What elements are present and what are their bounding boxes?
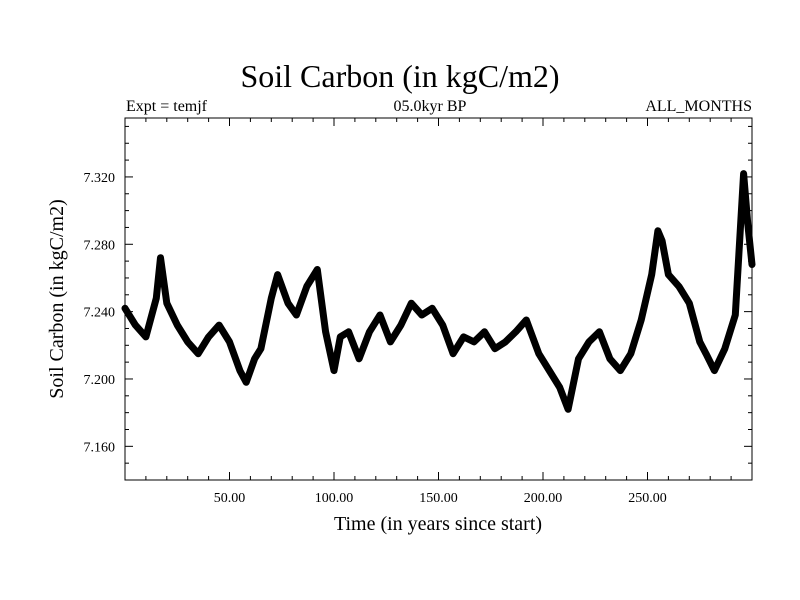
data-point [429,305,436,312]
data-point [331,367,337,374]
data-point [122,305,128,312]
data-point [285,300,291,307]
data-point [153,295,160,302]
data-point [665,271,672,278]
data-point [703,350,709,357]
data-point [142,333,149,340]
data-point [638,317,645,323]
data-point [366,328,373,335]
period-label: 05.0kyr BP [393,98,467,115]
data-point [174,322,181,329]
y-tick-label: 7.280 [84,238,116,253]
data-point [418,312,425,318]
data-point [617,367,624,374]
data-point [711,367,718,374]
chart-title: Soil Carbon (in kgC/m2) [240,58,560,94]
data-point [523,317,530,323]
data-point [512,328,519,335]
data-point [322,328,329,335]
data-point [460,333,467,340]
x-tick-label: 50.00 [214,491,246,506]
y-tick-label: 7.320 [84,171,116,186]
data-point [627,350,634,357]
y-axis-label: Soil Carbon (in kgC/m2) [46,199,68,398]
data-point [744,221,751,228]
data-point [471,338,477,345]
data-point [659,237,666,244]
data-point [132,322,139,329]
data-point [314,266,321,273]
data-point [556,384,563,391]
data-point [251,355,258,362]
data-point [163,300,170,307]
months-label: ALL_MONTHS [645,98,752,115]
x-tick-label: 100.00 [315,491,354,506]
x-tick-label: 200.00 [524,491,563,506]
data-point [268,295,275,302]
experiment-label: Expt = temjf [126,98,208,115]
data-point [257,345,264,352]
data-point [345,328,352,335]
axis-ticks: 50.00 100.00 150.00 200.00 250.00 7.160 7.200 7… [84,118,752,506]
data-point [195,350,202,357]
data-point [337,333,344,340]
x-tick-label: 250.00 [628,491,667,506]
data-point [502,338,509,345]
data-point [491,345,498,352]
y-tick-label: 7.200 [84,373,116,388]
data-point [565,406,572,413]
data-point [439,322,446,329]
data-point [596,328,603,335]
data-point [205,333,212,340]
y-tick-label: 7.240 [84,306,116,321]
data-point [686,300,693,307]
x-axis-label: Time (in years since start) [334,513,542,535]
series-layer [121,170,756,413]
data-point [450,350,457,357]
data-point [243,379,250,386]
plot-frame [124,117,753,481]
data-point [606,355,613,362]
data-point [157,254,164,261]
data-point [481,328,488,335]
data-point [216,322,223,329]
x-tick-label: 150.00 [419,491,458,506]
y-tick-label: 7.160 [84,440,116,455]
data-point [293,312,300,318]
data-point [546,367,553,374]
data-point [721,345,728,352]
series-line-0 [121,170,756,413]
data-point [732,312,739,318]
data-point [749,261,755,268]
data-point [696,338,703,345]
data-point [303,283,310,290]
data-point [648,271,655,278]
data-point [356,355,363,362]
data-point [586,338,592,345]
data-point [387,338,394,345]
data-point [740,170,747,177]
data-point [675,283,682,290]
data-point [236,367,243,374]
data-point [575,355,582,362]
data-point [535,350,542,357]
data-point [226,338,233,345]
data-point [377,312,383,318]
data-point [184,338,191,345]
data-point [274,271,281,278]
data-point [408,300,415,307]
data-point [654,227,661,234]
data-point [397,322,404,329]
